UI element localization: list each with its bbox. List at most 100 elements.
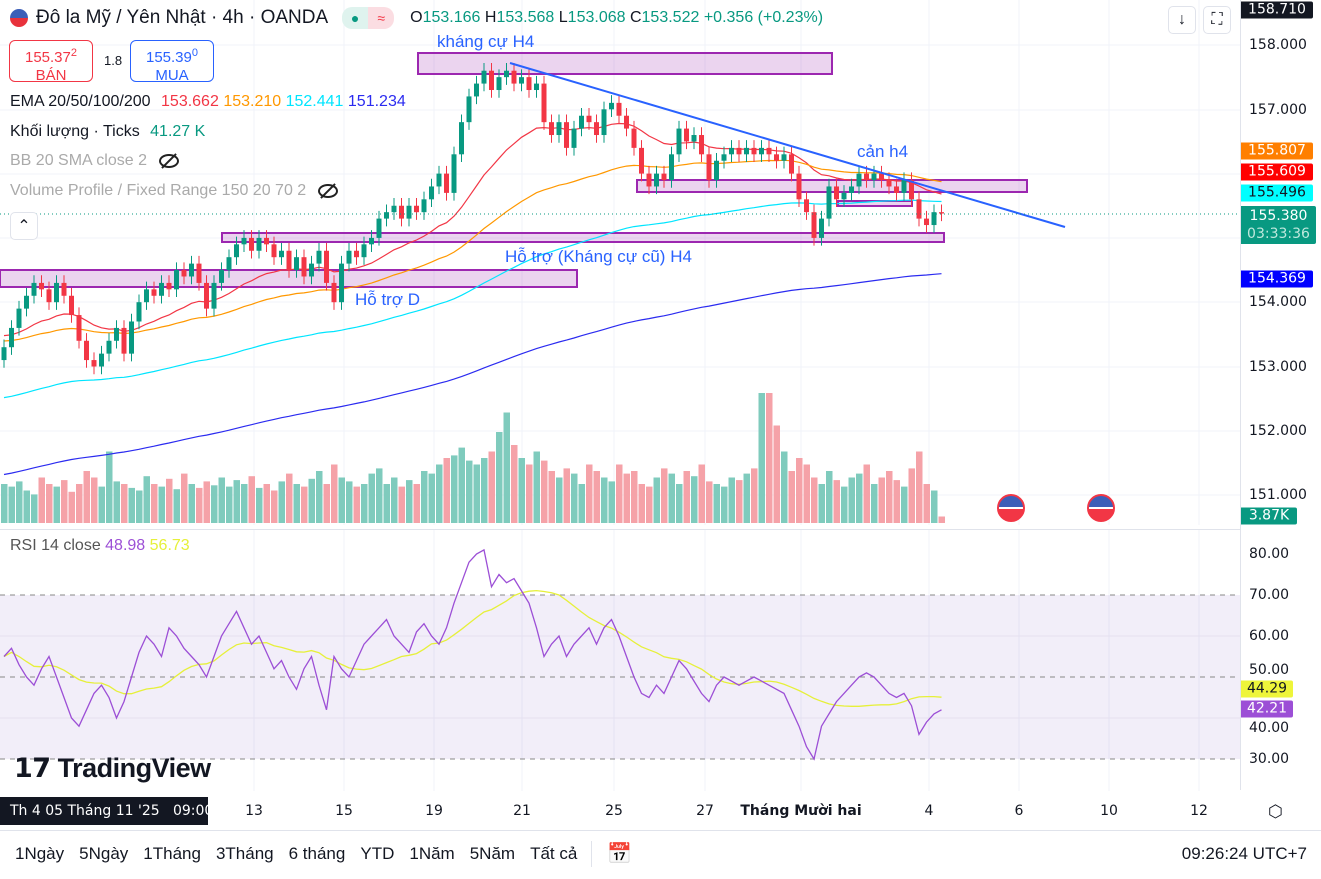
price-chart[interactable] bbox=[0, 0, 1240, 525]
range-1m[interactable]: 1Tháng bbox=[143, 843, 201, 863]
candle-body bbox=[436, 173, 442, 187]
candle-body bbox=[616, 102, 622, 116]
volume-bar bbox=[451, 455, 458, 523]
volume-bar bbox=[38, 477, 45, 523]
hidden-eye-icon[interactable] bbox=[158, 153, 179, 168]
candle-body bbox=[789, 154, 794, 174]
volume-bar bbox=[181, 473, 188, 523]
market-status[interactable]: ● ≈ bbox=[342, 7, 395, 29]
range-all[interactable]: Tất cả bbox=[530, 843, 578, 863]
price-tick: 153.000 bbox=[1249, 359, 1307, 375]
candle-body bbox=[339, 263, 344, 303]
volume-bar bbox=[916, 451, 923, 523]
range-1y[interactable]: 1Năm bbox=[409, 843, 455, 863]
candle-body bbox=[496, 77, 502, 91]
volume-bar bbox=[638, 484, 645, 523]
volume-bar bbox=[773, 425, 780, 523]
volume-bar bbox=[271, 490, 278, 523]
candle-body bbox=[766, 147, 772, 155]
candle-body bbox=[639, 147, 644, 174]
volume-bar bbox=[571, 473, 578, 523]
volume-bar bbox=[893, 480, 900, 523]
last-price-tag: 155.380 03:33:36 bbox=[1241, 206, 1316, 244]
rsi-chart[interactable]: RSI 14 close 48.98 56.73 bbox=[0, 529, 1240, 791]
symbol-title[interactable]: Đô la Mỹ / Yên Nhật · 4h · OANDA ● ≈ O153… bbox=[10, 6, 823, 30]
volume-bar bbox=[833, 480, 840, 523]
candle-body bbox=[211, 282, 217, 309]
volume-profile-legend[interactable]: Volume Profile / Fixed Range 150 20 70 2 bbox=[10, 182, 339, 200]
candle-body bbox=[676, 128, 682, 155]
volume-legend[interactable]: Khối lượng · Ticks 41.27 K bbox=[10, 123, 206, 140]
range-5y[interactable]: 5Năm bbox=[469, 843, 516, 863]
buy-button[interactable]: 155.390 MUA bbox=[130, 40, 214, 84]
volume-bar bbox=[143, 476, 150, 523]
candle-body bbox=[714, 160, 719, 181]
annotation-support-d[interactable]: Hỗ trợ D bbox=[355, 290, 420, 309]
volume-bar bbox=[121, 484, 128, 523]
economic-event-flag-icon[interactable] bbox=[997, 494, 1025, 522]
candle-body bbox=[376, 218, 382, 238]
ema20-price-tag: 155.609 bbox=[1241, 163, 1313, 181]
candle-body bbox=[841, 192, 847, 200]
ema-legend[interactable]: EMA 20/50/100/200 153.662 153.210 152.44… bbox=[10, 93, 406, 110]
price-axis[interactable]: 158.710 158.000 157.000 154.000 153.000 … bbox=[1240, 0, 1321, 790]
candle-body bbox=[316, 250, 322, 264]
fullscreen-button[interactable]: ⛶ bbox=[1203, 6, 1231, 34]
volume-bar bbox=[758, 393, 765, 523]
volume-bar bbox=[856, 473, 863, 523]
candle-body bbox=[819, 218, 824, 238]
volume-bar bbox=[871, 484, 878, 523]
economic-event-flag-icon[interactable] bbox=[1087, 494, 1115, 522]
candle-body bbox=[196, 263, 202, 283]
candle-body bbox=[346, 250, 352, 264]
annotation-resistance-h4[interactable]: kháng cự H4 bbox=[437, 32, 535, 51]
range-5d[interactable]: 5Ngày bbox=[79, 843, 129, 863]
candle-body bbox=[924, 218, 929, 226]
range-6m[interactable]: 6 tháng bbox=[288, 843, 346, 863]
volume-bar bbox=[188, 484, 195, 523]
candle-body bbox=[729, 147, 734, 155]
candle-body bbox=[931, 212, 937, 226]
rsi-legend[interactable]: RSI 14 close 48.98 56.73 bbox=[10, 537, 190, 554]
volume-bar bbox=[691, 476, 698, 523]
clock-timezone[interactable]: 09:26:24 UTC+7 bbox=[1181, 843, 1307, 863]
go-to-date-calendar-icon[interactable]: 📅 bbox=[607, 843, 633, 865]
candle-body bbox=[466, 96, 472, 123]
range-1d[interactable]: 1Ngày bbox=[15, 843, 65, 863]
sell-button[interactable]: 155.372 BÁN bbox=[9, 40, 93, 84]
candle-body bbox=[264, 237, 269, 245]
candle-body bbox=[744, 147, 749, 155]
chart-settings-icon[interactable]: ⬡ bbox=[1268, 802, 1283, 821]
range-3m[interactable]: 3Tháng bbox=[215, 843, 274, 863]
candle-body bbox=[811, 212, 817, 238]
hidden-eye-icon[interactable] bbox=[318, 183, 339, 198]
volume-bar bbox=[376, 468, 383, 523]
candle-body bbox=[669, 154, 674, 181]
price-zone-box bbox=[636, 179, 1028, 193]
candle-body bbox=[61, 282, 67, 296]
time-tick: 13 bbox=[245, 803, 263, 819]
time-tick: 15 bbox=[335, 803, 353, 819]
candle-body bbox=[204, 282, 209, 309]
candle-body bbox=[406, 205, 412, 219]
volume-bar bbox=[421, 471, 428, 523]
range-ytd[interactable]: YTD bbox=[360, 843, 395, 863]
candle-body bbox=[579, 115, 584, 129]
annotation-block-h4[interactable]: cản h4 bbox=[857, 142, 909, 161]
time-axis[interactable]: Th 4 05 Tháng 11 '25 09:00 13 15 19 21 2… bbox=[0, 795, 1240, 829]
volume-bar bbox=[158, 486, 165, 523]
bb-legend[interactable]: BB 20 SMA close 2 bbox=[10, 152, 179, 170]
candle-body bbox=[871, 173, 877, 181]
tradingview-logo[interactable]: 𝟭𝟳 TradingView bbox=[14, 753, 211, 783]
volume-bar bbox=[488, 451, 495, 523]
rsi-tick: 70.00 bbox=[1249, 587, 1290, 603]
candle-body bbox=[166, 282, 172, 290]
volume-bar bbox=[466, 460, 473, 523]
time-tick: 4 bbox=[924, 803, 934, 819]
collapse-legend-button[interactable]: ⌃ bbox=[10, 212, 38, 240]
volume-bar bbox=[83, 471, 90, 523]
volume-bar bbox=[676, 484, 683, 523]
candle-body bbox=[99, 353, 104, 367]
scroll-to-latest-button[interactable]: ↓ bbox=[1168, 6, 1196, 34]
annotation-support-old[interactable]: Hỗ trợ (Kháng cự cũ) H4 bbox=[505, 247, 692, 266]
